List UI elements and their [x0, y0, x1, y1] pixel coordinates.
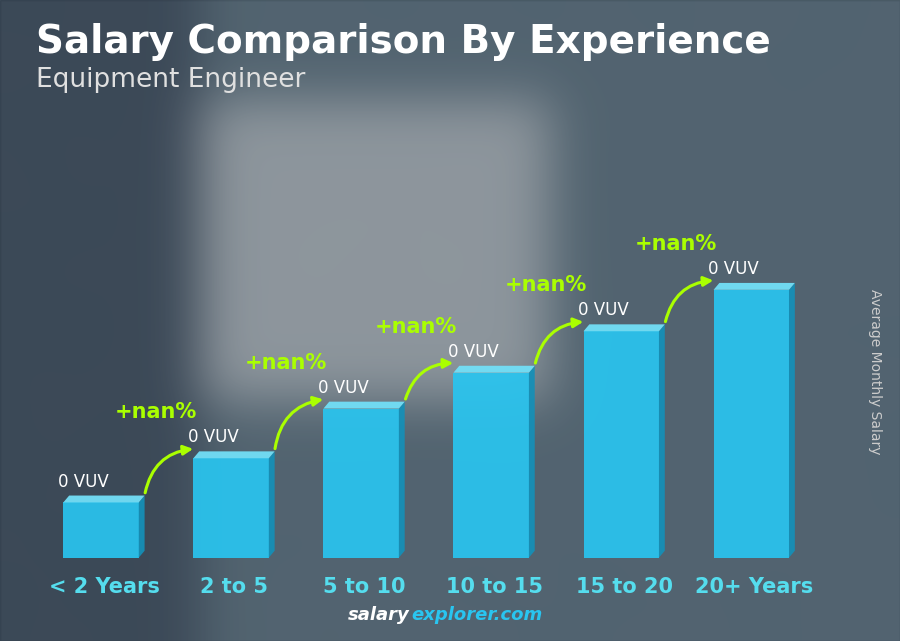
Text: Average Monthly Salary: Average Monthly Salary [868, 289, 882, 454]
Polygon shape [583, 331, 659, 558]
Text: 0 VUV: 0 VUV [58, 472, 109, 490]
Polygon shape [714, 290, 789, 558]
Text: Equipment Engineer: Equipment Engineer [36, 67, 305, 93]
Text: 15 to 20: 15 to 20 [576, 577, 672, 597]
Text: 2 to 5: 2 to 5 [200, 577, 268, 597]
Polygon shape [63, 495, 145, 503]
Polygon shape [659, 324, 665, 558]
Text: +nan%: +nan% [374, 317, 457, 337]
Polygon shape [454, 366, 535, 372]
Polygon shape [529, 366, 535, 558]
Polygon shape [714, 283, 795, 290]
Polygon shape [194, 451, 274, 458]
Text: 5 to 10: 5 to 10 [323, 577, 405, 597]
Text: +nan%: +nan% [114, 403, 197, 422]
Text: +nan%: +nan% [245, 353, 327, 372]
Text: 0 VUV: 0 VUV [448, 343, 499, 361]
Polygon shape [63, 503, 139, 558]
Polygon shape [789, 283, 795, 558]
Text: 20+ Years: 20+ Years [695, 577, 814, 597]
Polygon shape [583, 324, 665, 331]
Polygon shape [399, 402, 405, 558]
Polygon shape [194, 458, 269, 558]
Polygon shape [454, 372, 529, 558]
Text: explorer.com: explorer.com [411, 606, 543, 624]
Text: Salary Comparison By Experience: Salary Comparison By Experience [36, 22, 770, 61]
Text: 0 VUV: 0 VUV [188, 428, 238, 446]
Polygon shape [323, 402, 405, 408]
Text: 10 to 15: 10 to 15 [446, 577, 543, 597]
Polygon shape [269, 451, 274, 558]
Text: salary: salary [347, 606, 410, 624]
Text: +nan%: +nan% [634, 234, 717, 254]
Polygon shape [323, 408, 399, 558]
Text: 0 VUV: 0 VUV [708, 260, 759, 278]
Text: < 2 Years: < 2 Years [49, 577, 159, 597]
Text: +nan%: +nan% [505, 276, 587, 296]
Polygon shape [139, 495, 145, 558]
Text: 0 VUV: 0 VUV [579, 301, 629, 319]
Text: 0 VUV: 0 VUV [319, 379, 369, 397]
